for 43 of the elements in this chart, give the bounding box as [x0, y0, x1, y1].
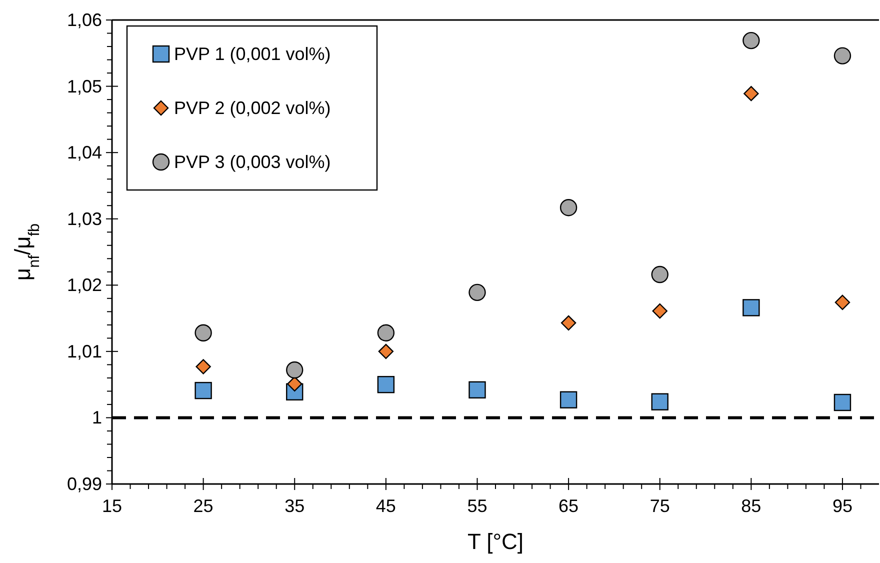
point [468, 284, 486, 302]
y-tick-label: 1,04 [66, 142, 102, 163]
y-tick-label: 1 [92, 408, 102, 428]
x-tick-label: 85 [741, 496, 762, 516]
legend-label: PVP 2 (0,002 vol%) [174, 98, 331, 118]
point [194, 324, 212, 342]
point [834, 294, 850, 310]
legend-label: PVP 1 (0,001 vol%) [174, 44, 331, 64]
y-tick-label: 0,99 [66, 474, 102, 494]
legend-label: PVP 3 (0,003 vol%) [174, 152, 331, 172]
point [742, 32, 760, 50]
x-tick-label: 55 [467, 496, 488, 516]
point [651, 266, 668, 284]
point [560, 315, 576, 331]
y-tick-label: 1,06 [66, 10, 102, 30]
x-tick-label: 65 [558, 496, 579, 516]
point [651, 393, 668, 410]
point [468, 381, 486, 398]
point [742, 299, 760, 316]
y-tick-label: 1,05 [66, 76, 102, 96]
x-tick-label: 15 [102, 496, 122, 516]
point [287, 376, 302, 392]
point [834, 394, 852, 412]
point [560, 198, 578, 216]
point [196, 359, 211, 374]
y-tick-label: 1,02 [66, 275, 102, 296]
point [834, 47, 852, 64]
y-tick-label: 1,01 [66, 341, 102, 362]
point [194, 382, 212, 400]
point [560, 391, 578, 408]
point [377, 324, 395, 342]
x-tick-label: 35 [284, 496, 305, 516]
point [286, 361, 304, 379]
point [744, 86, 759, 102]
x-axis-title: T [°C] [467, 529, 524, 554]
x-tick-label: 45 [376, 496, 396, 516]
point [377, 376, 395, 394]
x-tick-label: 95 [832, 496, 852, 516]
x-tick-label: 25 [193, 496, 214, 516]
y-tick-label: 1,03 [66, 208, 102, 229]
x-tick-label: 75 [650, 496, 670, 516]
point [652, 303, 668, 319]
point [378, 344, 394, 360]
